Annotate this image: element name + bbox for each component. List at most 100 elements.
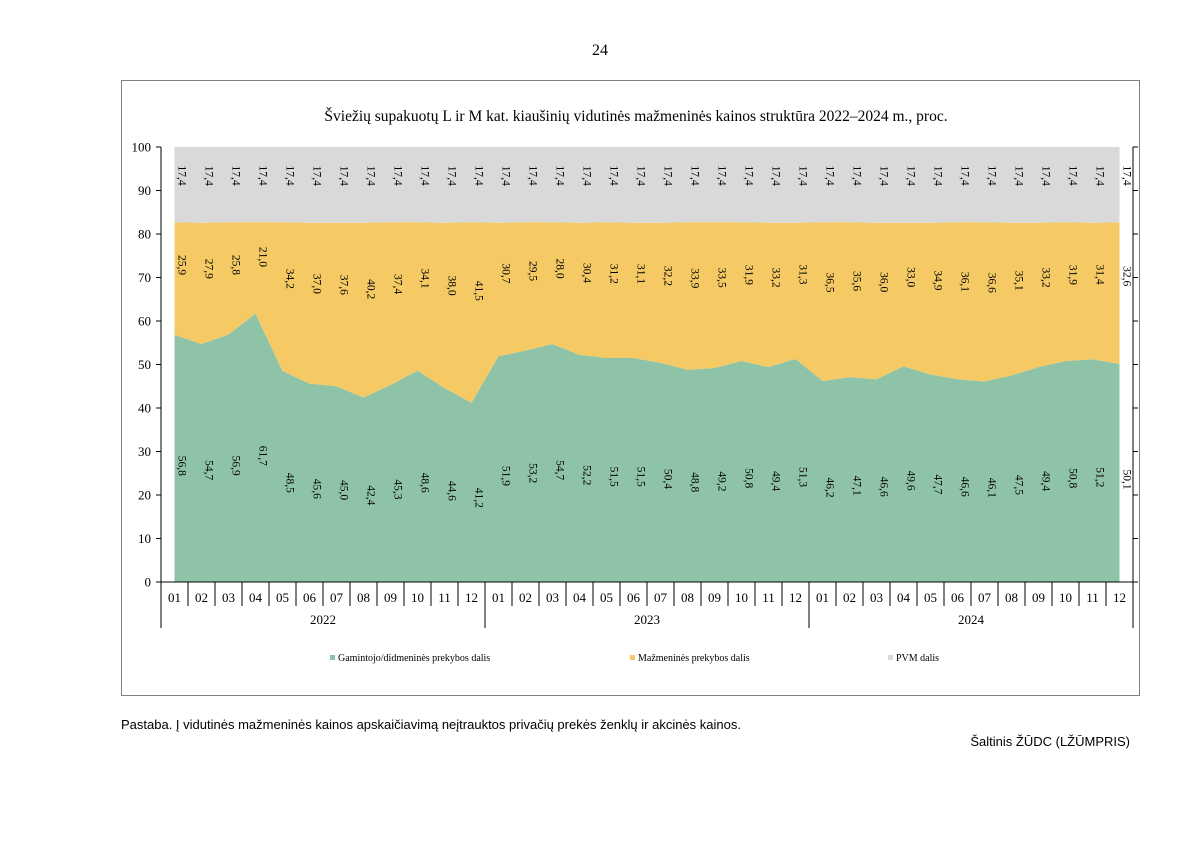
data-label-mazmenines-prekybos-dalis: 36,1: [959, 272, 971, 292]
data-label-pvm-dalis: 17,4: [824, 166, 836, 186]
data-label-mazmenines-prekybos-dalis: 31,1: [635, 264, 647, 284]
data-label-gamintojo-didmenines-prekybos-dalis: 51,9: [499, 466, 511, 486]
data-label-gamintojo-didmenines-prekybos-dalis: 46,2: [823, 477, 835, 497]
data-label-gamintojo-didmenines-prekybos-dalis: 46,6: [959, 477, 971, 497]
data-label-mazmenines-prekybos-dalis: 34,1: [418, 269, 430, 289]
data-label-mazmenines-prekybos-dalis: 32,6: [1120, 266, 1132, 286]
x-tick-label: 08: [1005, 590, 1018, 605]
data-label-pvm-dalis: 17,4: [796, 166, 808, 186]
data-label-mazmenines-prekybos-dalis: 30,4: [580, 263, 592, 283]
y-tick-label: 40: [138, 401, 151, 416]
data-label-mazmenines-prekybos-dalis: 31,2: [608, 264, 620, 284]
data-label-gamintojo-didmenines-prekybos-dalis: 46,1: [986, 478, 998, 498]
x-group-label: 2022: [310, 612, 336, 627]
x-tick-label: 11: [762, 590, 775, 605]
data-label-pvm-dalis: 17,4: [419, 166, 431, 186]
data-label-pvm-dalis: 17,4: [608, 166, 620, 186]
data-label-mazmenines-prekybos-dalis: 30,7: [500, 263, 512, 283]
data-label-gamintojo-didmenines-prekybos-dalis: 61,7: [256, 446, 268, 466]
data-label-mazmenines-prekybos-dalis: 33,2: [770, 268, 782, 288]
footnote: Pastaba. Į vidutinės mažmeninės kainos a…: [121, 717, 741, 732]
page-number: 24: [592, 42, 608, 59]
x-group-label: 2024: [958, 612, 985, 627]
x-tick-label: 07: [330, 590, 344, 605]
data-label-pvm-dalis: 17,4: [851, 166, 863, 186]
data-label-pvm-dalis: 17,4: [364, 166, 376, 186]
x-tick-label: 06: [627, 590, 641, 605]
x-tick-label: 07: [654, 590, 668, 605]
x-tick-label: 12: [789, 590, 802, 605]
y-tick-label: 100: [132, 140, 152, 155]
y-tick-label: 20: [138, 488, 151, 503]
data-label-mazmenines-prekybos-dalis: 35,1: [1012, 271, 1024, 291]
legend-swatch-pvm-dalis: [888, 655, 893, 660]
area-pvm-dalis: [174, 147, 1120, 223]
data-label-mazmenines-prekybos-dalis: 37,6: [337, 275, 349, 295]
legend-swatch-mazmenines-prekybos-dalis: [630, 655, 635, 660]
data-label-gamintojo-didmenines-prekybos-dalis: 45,3: [391, 479, 403, 499]
data-label-mazmenines-prekybos-dalis: 32,2: [662, 266, 674, 286]
x-tick-label: 03: [546, 590, 559, 605]
x-tick-label: 03: [222, 590, 235, 605]
data-labels-layer: 56,8 54,7 56,9 61,7 48,5 45,6 45,0 42,4 45,3 48,6…: [175, 166, 1132, 509]
data-label-gamintojo-didmenines-prekybos-dalis: 51,3: [797, 467, 809, 487]
data-label-gamintojo-didmenines-prekybos-dalis: 48,6: [419, 473, 431, 493]
x-tick-label: 01: [816, 590, 829, 605]
data-label-pvm-dalis: 17,4: [1039, 166, 1051, 186]
data-label-gamintojo-didmenines-prekybos-dalis: 44,6: [446, 481, 458, 501]
x-group-label: 2023: [634, 612, 660, 627]
data-label-gamintojo-didmenines-prekybos-dalis: 50,8: [743, 468, 755, 488]
x-tick-label: 07: [978, 590, 992, 605]
data-label-mazmenines-prekybos-dalis: 36,6: [985, 273, 997, 293]
data-label-mazmenines-prekybos-dalis: 25,8: [229, 255, 241, 275]
y-tick-label: 80: [138, 227, 151, 242]
data-label-mazmenines-prekybos-dalis: 33,9: [688, 268, 700, 288]
y-tick-label: 90: [138, 183, 151, 198]
data-label-pvm-dalis: 17,4: [743, 166, 755, 186]
x-tick-label: 05: [276, 590, 289, 605]
data-label-mazmenines-prekybos-dalis: 27,9: [203, 259, 215, 279]
legend-label-mazmenines-prekybos-dalis: Mažmeninės prekybos dalis: [638, 653, 750, 664]
x-tick-label: 04: [249, 590, 263, 605]
data-label-mazmenines-prekybos-dalis: 41,5: [472, 281, 484, 301]
data-label-pvm-dalis: 17,4: [499, 166, 511, 186]
data-label-pvm-dalis: 17,4: [284, 166, 296, 186]
stacked-area-chart: Šviežių supakuotų L ir M kat. kiaušinių …: [132, 108, 1138, 664]
data-label-pvm-dalis: 17,4: [202, 166, 214, 186]
x-tick-label: 08: [681, 590, 694, 605]
data-label-gamintojo-didmenines-prekybos-dalis: 47,5: [1013, 475, 1025, 495]
data-label-gamintojo-didmenines-prekybos-dalis: 47,1: [850, 476, 862, 496]
data-label-pvm-dalis: 17,4: [716, 166, 728, 186]
x-tick-label: 11: [438, 590, 451, 605]
data-label-pvm-dalis: 17,4: [769, 166, 781, 186]
legend: Gamintojo/didmeninės prekybos dalis Mažme…: [330, 653, 939, 664]
x-tick-label: 03: [870, 590, 883, 605]
x-tick-label: 10: [411, 590, 424, 605]
x-tick-label: 01: [168, 590, 181, 605]
data-label-mazmenines-prekybos-dalis: 33,5: [715, 268, 727, 288]
data-label-gamintojo-didmenines-prekybos-dalis: 48,8: [689, 472, 701, 492]
data-label-mazmenines-prekybos-dalis: 40,2: [364, 279, 376, 299]
data-label-mazmenines-prekybos-dalis: 29,5: [527, 261, 539, 281]
x-tick-label: 12: [1113, 590, 1126, 605]
data-label-pvm-dalis: 17,4: [445, 166, 457, 186]
data-label-gamintojo-didmenines-prekybos-dalis: 56,8: [175, 456, 187, 476]
data-label-mazmenines-prekybos-dalis: 37,4: [392, 274, 404, 294]
x-tick-label: 09: [1032, 590, 1045, 605]
legend-swatch-gamintojo-didmenines-prekybos-dalis: [330, 655, 335, 660]
x-tick-label: 02: [843, 590, 856, 605]
chart-title: Šviežių supakuotų L ir M kat. kiaušinių …: [324, 108, 947, 125]
x-tick-label: 02: [195, 590, 208, 605]
data-label-gamintojo-didmenines-prekybos-dalis: 49,6: [904, 471, 916, 491]
data-label-mazmenines-prekybos-dalis: 34,9: [932, 270, 944, 290]
data-label-pvm-dalis: 17,4: [1093, 166, 1105, 186]
data-label-pvm-dalis: 17,4: [257, 166, 269, 186]
legend-label-pvm-dalis: PVM dalis: [896, 653, 939, 664]
data-label-gamintojo-didmenines-prekybos-dalis: 50,1: [1120, 470, 1132, 490]
data-label-mazmenines-prekybos-dalis: 35,6: [850, 271, 862, 291]
data-label-gamintojo-didmenines-prekybos-dalis: 41,2: [473, 488, 485, 508]
x-tick-label: 10: [1059, 590, 1072, 605]
data-label-gamintojo-didmenines-prekybos-dalis: 48,5: [283, 473, 295, 493]
data-label-mazmenines-prekybos-dalis: 33,0: [905, 267, 917, 287]
data-label-pvm-dalis: 17,4: [337, 166, 349, 186]
